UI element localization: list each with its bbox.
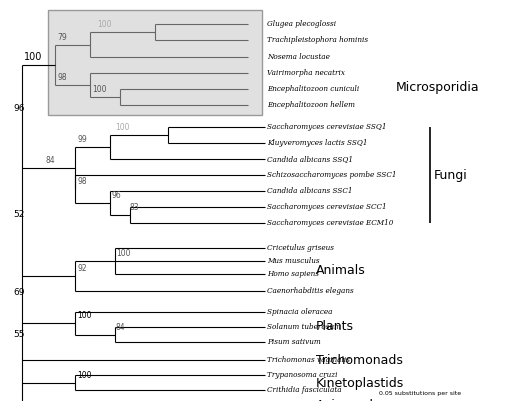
Text: Plants: Plants <box>316 320 354 334</box>
Text: Caenorhabditis elegans: Caenorhabditis elegans <box>267 287 354 295</box>
Text: 98: 98 <box>77 177 87 186</box>
Text: Homo sapiens: Homo sapiens <box>267 270 319 278</box>
Text: Saccharomyces cerevisiae ECM10: Saccharomyces cerevisiae ECM10 <box>267 219 393 227</box>
Text: Solanum tuberosum: Solanum tuberosum <box>267 323 341 331</box>
Text: 99: 99 <box>77 135 87 144</box>
Text: Trachipleistophora hominis: Trachipleistophora hominis <box>267 36 368 44</box>
Text: 69: 69 <box>13 288 24 297</box>
Text: Nosema locustae: Nosema locustae <box>267 53 330 61</box>
Text: Kluyveromyces lactis SSQ1: Kluyveromyces lactis SSQ1 <box>267 139 367 147</box>
Text: 84: 84 <box>116 322 126 332</box>
Text: Candida albicans SSQ1: Candida albicans SSQ1 <box>267 155 353 163</box>
Text: Saccharomyces cerevisiae SCC1: Saccharomyces cerevisiae SCC1 <box>267 203 386 211</box>
Text: Pisum sativum: Pisum sativum <box>267 338 321 346</box>
Text: 100: 100 <box>24 52 42 62</box>
Text: Vairimorpha necatrix: Vairimorpha necatrix <box>267 69 345 77</box>
Text: 83: 83 <box>130 203 140 212</box>
Text: Cricetulus griseus: Cricetulus griseus <box>267 244 334 252</box>
Text: Kinetoplastids: Kinetoplastids <box>316 377 404 389</box>
Text: Crithidia fasciculata: Crithidia fasciculata <box>267 386 342 394</box>
Text: Trichomonas vaginalis: Trichomonas vaginalis <box>267 356 350 364</box>
Text: Candida albicans SSC1: Candida albicans SSC1 <box>267 187 353 195</box>
Text: Schizosaccharomyces pombe SSC1: Schizosaccharomyces pombe SSC1 <box>267 171 396 179</box>
Text: Spinacia oleracea: Spinacia oleracea <box>267 308 333 316</box>
Text: Trichomonads: Trichomonads <box>316 354 403 367</box>
Text: Saccharomyces cerevisiae SSQ1: Saccharomyces cerevisiae SSQ1 <box>267 123 386 131</box>
Text: 100: 100 <box>97 20 111 29</box>
Text: 96: 96 <box>112 191 122 200</box>
Text: 52: 52 <box>13 210 24 219</box>
Text: Glugea plecoglossi: Glugea plecoglossi <box>267 20 336 28</box>
Text: Trypanosoma cruzi: Trypanosoma cruzi <box>267 371 338 379</box>
Text: 100: 100 <box>92 85 107 94</box>
Text: 100: 100 <box>115 123 130 132</box>
Text: 92: 92 <box>77 264 87 273</box>
Text: 100: 100 <box>77 371 92 379</box>
Text: Animals: Animals <box>316 263 366 277</box>
Text: 55: 55 <box>13 330 24 338</box>
Text: Apicomplexa: Apicomplexa <box>316 399 397 401</box>
Text: Mus musculus: Mus musculus <box>267 257 320 265</box>
Text: 100: 100 <box>77 311 92 320</box>
Text: Encephalitozoon cuniculi: Encephalitozoon cuniculi <box>267 85 359 93</box>
FancyBboxPatch shape <box>48 10 262 115</box>
Text: 0.05 substitutions per site: 0.05 substitutions per site <box>379 391 461 397</box>
Text: Microsporidia: Microsporidia <box>396 81 480 95</box>
Text: 79: 79 <box>57 32 67 41</box>
Text: Fungi: Fungi <box>434 168 468 182</box>
Text: 84: 84 <box>45 156 54 165</box>
Text: 100: 100 <box>116 249 131 258</box>
Text: Encephalitozoon hellem: Encephalitozoon hellem <box>267 101 355 109</box>
Text: 98: 98 <box>57 73 67 82</box>
Text: 96: 96 <box>13 104 24 113</box>
